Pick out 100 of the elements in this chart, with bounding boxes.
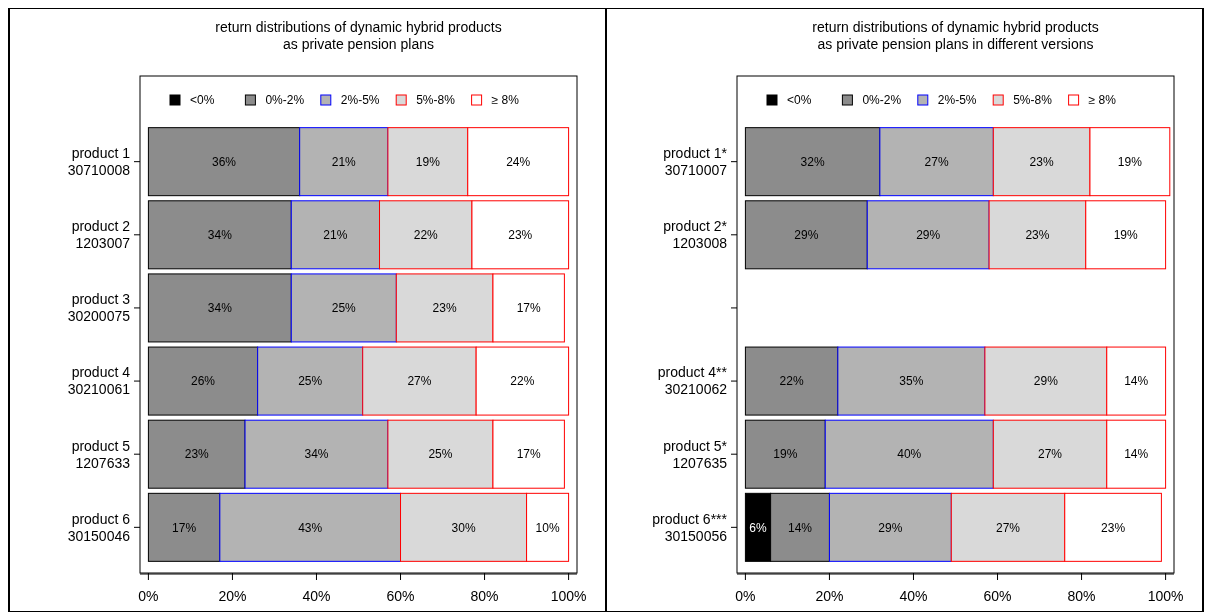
data-label: 25% (331, 301, 357, 316)
bar (244, 419, 389, 489)
bar (744, 346, 839, 416)
y-tick-label: product 5 1207633 (71, 437, 131, 471)
data-label: 23% (1025, 228, 1050, 242)
legend-label: 2%-5% (340, 93, 380, 108)
x-tick-label: 20% (218, 588, 247, 604)
legend-label: <0% (787, 93, 812, 108)
bar (290, 273, 397, 343)
legend-label: 0%-2% (862, 93, 902, 108)
legend-label: ≥ 8% (491, 93, 520, 108)
data-label: 17% (516, 447, 542, 462)
data-label: 30% (451, 520, 476, 535)
data-label: 27% (407, 374, 432, 389)
data-label: 36% (212, 154, 237, 169)
data-label: 17% (172, 520, 197, 535)
x-tick-label: 60% (983, 588, 1012, 604)
bar (219, 492, 402, 562)
data-label: 34% (207, 301, 233, 316)
y-tick-label: product 1 30710008 (67, 145, 131, 179)
chart-title: return distributions of dynamic hybrid products as private pension plans in different versions (812, 19, 1099, 52)
bar (257, 346, 364, 416)
y-tick-label: product 4 30210061 (67, 364, 131, 398)
data-label: 27% (924, 154, 949, 169)
data-label: 29% (878, 520, 903, 535)
data-label: 21% (323, 228, 348, 242)
x-tick-label: 100% (550, 588, 587, 604)
bar (744, 200, 868, 270)
legend-label: ≥ 8% (1088, 93, 1117, 108)
data-label: 19% (773, 447, 798, 462)
data-label: 19% (415, 154, 441, 169)
data-label: 25% (298, 374, 323, 389)
data-label: 21% (331, 154, 357, 169)
y-tick-label: product 6 30150046 (67, 510, 131, 544)
x-tick-label: 60% (386, 588, 415, 604)
y-tick-label: product 6*** 30150056 (652, 510, 728, 544)
data-label: 29% (916, 228, 941, 242)
data-label: 34% (304, 447, 329, 462)
x-tick-label: 100% (1147, 588, 1184, 604)
y-tick-label: product 4** 30210062 (657, 364, 728, 398)
bar (866, 200, 990, 270)
data-label: 23% (1101, 520, 1126, 535)
x-tick-label: 40% (302, 588, 331, 604)
data-label: 14% (1124, 374, 1149, 389)
data-label: 27% (1038, 447, 1063, 462)
bar (299, 127, 389, 197)
y-tick-label: product 3 30200075 (67, 291, 131, 325)
data-label: 14% (788, 520, 813, 535)
legend-label: 5%-8% (416, 93, 456, 108)
bar (147, 273, 292, 343)
bar (837, 346, 986, 416)
y-tick-label: product 1* 30710007 (663, 145, 728, 179)
legend-label: 2%-5% (937, 93, 977, 108)
bar (147, 200, 292, 270)
bar (879, 127, 994, 197)
data-label: 14% (1124, 447, 1149, 462)
data-label: 35% (899, 374, 924, 389)
data-label: 17% (516, 301, 542, 316)
data-label: 29% (794, 228, 819, 242)
data-label: 22% (779, 374, 804, 389)
data-label: 24% (506, 154, 531, 169)
data-label: 43% (298, 520, 323, 535)
data-label: 19% (1117, 154, 1143, 169)
x-tick-label: 20% (815, 588, 844, 604)
x-tick-label: 80% (1067, 588, 1096, 604)
bar (744, 127, 881, 197)
legend-label: 5%-8% (1013, 93, 1053, 108)
bar (828, 492, 952, 562)
y-tick-label: product 2* 1203008 (663, 218, 728, 252)
data-label: 27% (996, 520, 1021, 535)
x-tick-label: 40% (899, 588, 928, 604)
x-tick-label: 0% (138, 588, 159, 604)
x-tick-label: 80% (470, 588, 499, 604)
data-label: 34% (207, 228, 233, 242)
bar (147, 492, 221, 562)
data-label: 23% (184, 447, 210, 462)
data-label: 6% (749, 520, 768, 535)
x-tick-label: 0% (735, 588, 756, 604)
data-label: 10% (535, 520, 560, 535)
bar (290, 200, 381, 270)
data-label: 23% (432, 301, 457, 316)
y-tick-label: product 2 1203007 (71, 218, 131, 252)
data-label: 23% (1029, 154, 1054, 169)
legend-label: 0%-2% (265, 93, 305, 108)
bar (147, 127, 301, 197)
bar (744, 419, 826, 489)
data-label: 40% (897, 447, 922, 462)
bar (824, 419, 994, 489)
y-tick-label: product 5* 1207635 (663, 437, 728, 471)
bar (147, 346, 259, 416)
data-label: 22% (510, 374, 535, 389)
chart-title: return distributions of dynamic hybrid products as private pension plans (215, 19, 502, 52)
data-label: 26% (191, 374, 216, 389)
data-label: 32% (800, 154, 825, 169)
legend-label: <0% (190, 93, 215, 108)
bar (147, 419, 246, 489)
data-label: 22% (413, 228, 439, 242)
data-label: 29% (1033, 374, 1059, 389)
data-label: 19% (1113, 228, 1139, 242)
data-label: 23% (508, 228, 533, 242)
